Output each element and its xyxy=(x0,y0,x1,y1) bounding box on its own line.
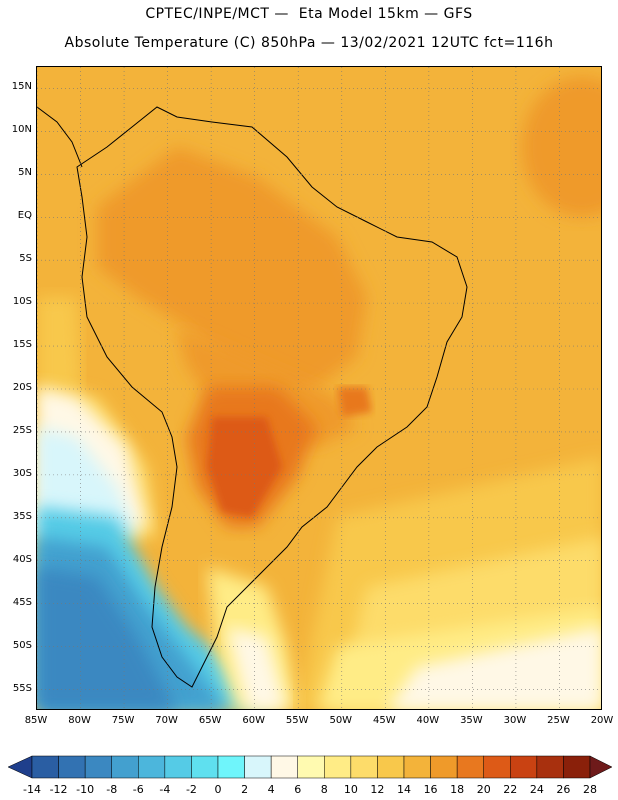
latitude-label: 15S xyxy=(12,339,32,351)
latitude-label: 35S xyxy=(12,510,32,522)
colorbar-box xyxy=(84,755,112,779)
latitude-label: 10N xyxy=(11,124,32,136)
colorbar-label: -4 xyxy=(159,783,171,796)
colorbar-label: 0 xyxy=(214,783,222,796)
colorbar-label: -6 xyxy=(132,783,144,796)
latitude-label: 20S xyxy=(12,382,32,393)
colorbar-label: 12 xyxy=(370,783,385,796)
colorbar-box xyxy=(270,755,298,779)
colorbar-label: 28 xyxy=(583,783,597,796)
latitude-label: 55S xyxy=(12,682,32,694)
longitude-label: 45W xyxy=(372,715,396,726)
colorbar xyxy=(7,755,613,779)
colorbar-label: -8 xyxy=(106,783,118,796)
latitude-label: 30S xyxy=(12,467,32,479)
temperature-field xyxy=(37,67,601,709)
colorbar-box xyxy=(191,755,219,779)
colorbar-box xyxy=(536,755,564,779)
colorbar-box xyxy=(58,755,86,779)
temperature-map xyxy=(37,67,601,709)
colorbar-box xyxy=(297,755,325,779)
longitude-label: 25W xyxy=(547,715,570,726)
colorbar-box xyxy=(31,755,59,779)
colorbar-label: 8 xyxy=(320,783,328,796)
colorbar-box xyxy=(217,755,245,779)
title-line-1: CPTEC/INPE/MCT — Eta Model 15km — GFS xyxy=(145,6,473,22)
longitude-label: 50W xyxy=(329,715,353,726)
colorbar-box xyxy=(563,755,591,779)
longitude-label: 20W xyxy=(590,715,614,726)
longitude-label: 80W xyxy=(68,715,91,726)
colorbar-label: 18 xyxy=(450,783,465,796)
latitude-label: 15N xyxy=(11,81,32,93)
colorbar-box xyxy=(324,755,352,779)
colorbar-min-arrow xyxy=(7,755,33,779)
latitude-label: 40S xyxy=(12,553,32,565)
latitude-label: 25S xyxy=(12,424,32,436)
longitude-label: 70W xyxy=(155,715,178,726)
map-panel xyxy=(36,66,602,710)
grid-lines xyxy=(37,67,601,709)
colorbar-label: 14 xyxy=(397,783,411,796)
latitude-label: 5N xyxy=(18,167,32,179)
longitude-label: 40W xyxy=(416,715,440,726)
colorbar-box xyxy=(244,755,272,779)
colorbar-label: -2 xyxy=(185,783,197,796)
colorbar-label: 10 xyxy=(343,783,358,796)
colorbar-box xyxy=(377,755,405,779)
colorbar-label: 16 xyxy=(423,783,438,796)
colorbar-label: 26 xyxy=(556,783,571,796)
colorbar-box xyxy=(403,755,431,779)
colorbar-box xyxy=(138,755,166,779)
longitude-label: 60W xyxy=(242,715,265,726)
colorbar-box xyxy=(456,755,484,779)
title-line-2: Absolute Temperature (C) 850hPa — 13/02/… xyxy=(64,35,554,51)
longitude-label: 30W xyxy=(503,715,527,726)
latitude-label: 5S xyxy=(19,253,32,265)
colorbar-max-arrow xyxy=(589,755,613,779)
colorbar-box xyxy=(430,755,458,779)
longitude-label: 65W xyxy=(198,715,222,726)
colorbar-label: 4 xyxy=(267,783,275,796)
colorbar-label: -10 xyxy=(76,783,95,796)
colorbar-label: 24 xyxy=(529,783,544,796)
latitude-label: 50S xyxy=(12,639,32,651)
colorbar-label: -14 xyxy=(23,783,41,796)
colorbar-label: 22 xyxy=(503,783,518,796)
colorbar-box xyxy=(483,755,511,779)
longitude-label: 75W xyxy=(111,715,135,726)
colorbar-label: 2 xyxy=(241,783,249,796)
colorbar-box xyxy=(350,755,378,779)
longitude-label: 55W xyxy=(285,715,309,726)
colorbar-box xyxy=(510,755,538,779)
colorbar-label: -12 xyxy=(49,783,68,796)
continent-outline xyxy=(76,106,468,688)
latitude-label: EQ xyxy=(17,210,32,222)
latitude-label: 10S xyxy=(12,296,32,308)
colorbar-box xyxy=(164,755,192,779)
latitude-label: 45S xyxy=(12,596,32,608)
central-america-outline xyxy=(37,106,83,168)
colorbar-box xyxy=(111,755,139,779)
colorbar-label: 6 xyxy=(294,783,302,796)
longitude-label: 35W xyxy=(460,715,483,726)
colorbar-label: 20 xyxy=(476,783,491,796)
longitude-label: 85W xyxy=(24,715,48,726)
